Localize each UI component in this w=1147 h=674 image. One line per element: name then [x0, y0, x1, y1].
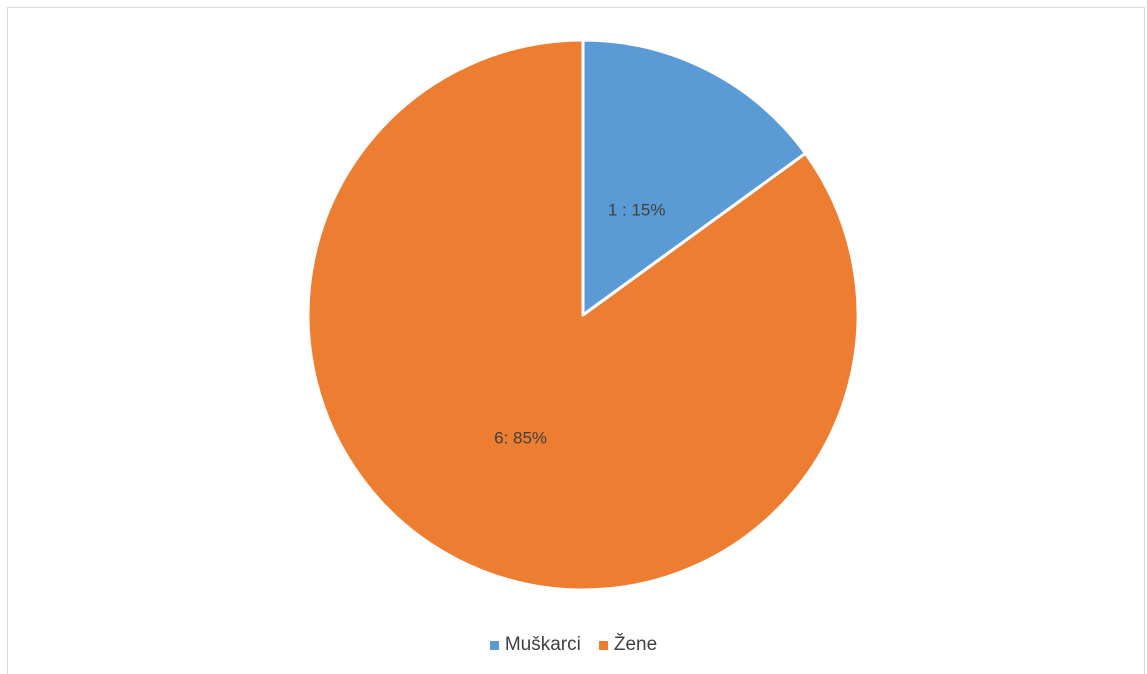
legend: Muškarci Žene: [0, 634, 1147, 656]
pie-slice-muskarci[interactable]: [581, 38, 807, 317]
legend-label-muskarci: Muškarci: [504, 634, 581, 655]
pie-slice-zene[interactable]: [306, 38, 860, 592]
data-label-zene: 6: 85%: [494, 429, 547, 448]
legend-label-zene: Žene: [613, 634, 658, 655]
legend-swatch-zene: [598, 640, 608, 650]
legend-item-zene[interactable]: Žene: [598, 634, 658, 656]
legend-swatch-muskarci: [489, 640, 499, 650]
data-label-muskarci: 1 : 15%: [608, 201, 666, 220]
legend-item-muskarci[interactable]: Muškarci: [489, 634, 581, 656]
